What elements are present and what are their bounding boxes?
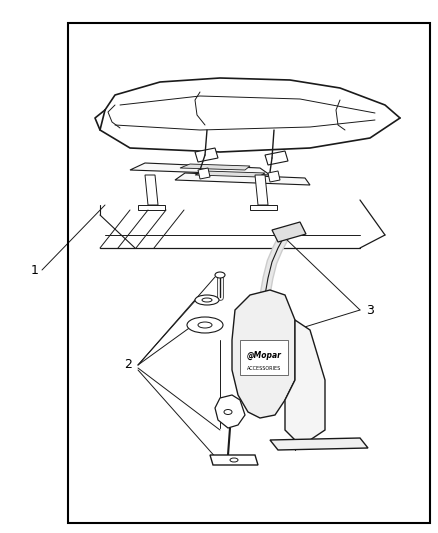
Polygon shape bbox=[270, 438, 368, 450]
Polygon shape bbox=[215, 395, 245, 428]
Text: @Mopar: @Mopar bbox=[247, 350, 282, 360]
Text: 2: 2 bbox=[124, 359, 132, 372]
Text: 1: 1 bbox=[31, 263, 39, 277]
Ellipse shape bbox=[187, 317, 223, 333]
Polygon shape bbox=[175, 173, 310, 185]
Text: ACCESSORIES: ACCESSORIES bbox=[247, 366, 281, 370]
Polygon shape bbox=[268, 171, 280, 182]
Ellipse shape bbox=[198, 322, 212, 328]
Polygon shape bbox=[255, 175, 268, 205]
Ellipse shape bbox=[195, 295, 219, 305]
Polygon shape bbox=[285, 320, 325, 440]
Ellipse shape bbox=[230, 458, 238, 462]
Polygon shape bbox=[138, 205, 165, 210]
Polygon shape bbox=[145, 175, 158, 205]
Ellipse shape bbox=[224, 409, 232, 415]
Polygon shape bbox=[240, 340, 288, 375]
Polygon shape bbox=[195, 171, 265, 177]
Polygon shape bbox=[265, 151, 288, 165]
Polygon shape bbox=[272, 222, 306, 242]
Polygon shape bbox=[195, 148, 218, 162]
Polygon shape bbox=[210, 455, 258, 465]
Polygon shape bbox=[232, 290, 295, 418]
Polygon shape bbox=[130, 163, 270, 175]
Bar bbox=[68, 23, 430, 523]
Polygon shape bbox=[198, 168, 210, 179]
Text: 3: 3 bbox=[366, 303, 374, 317]
Polygon shape bbox=[180, 164, 250, 170]
Ellipse shape bbox=[215, 272, 225, 278]
Ellipse shape bbox=[202, 298, 212, 302]
Polygon shape bbox=[250, 205, 277, 210]
